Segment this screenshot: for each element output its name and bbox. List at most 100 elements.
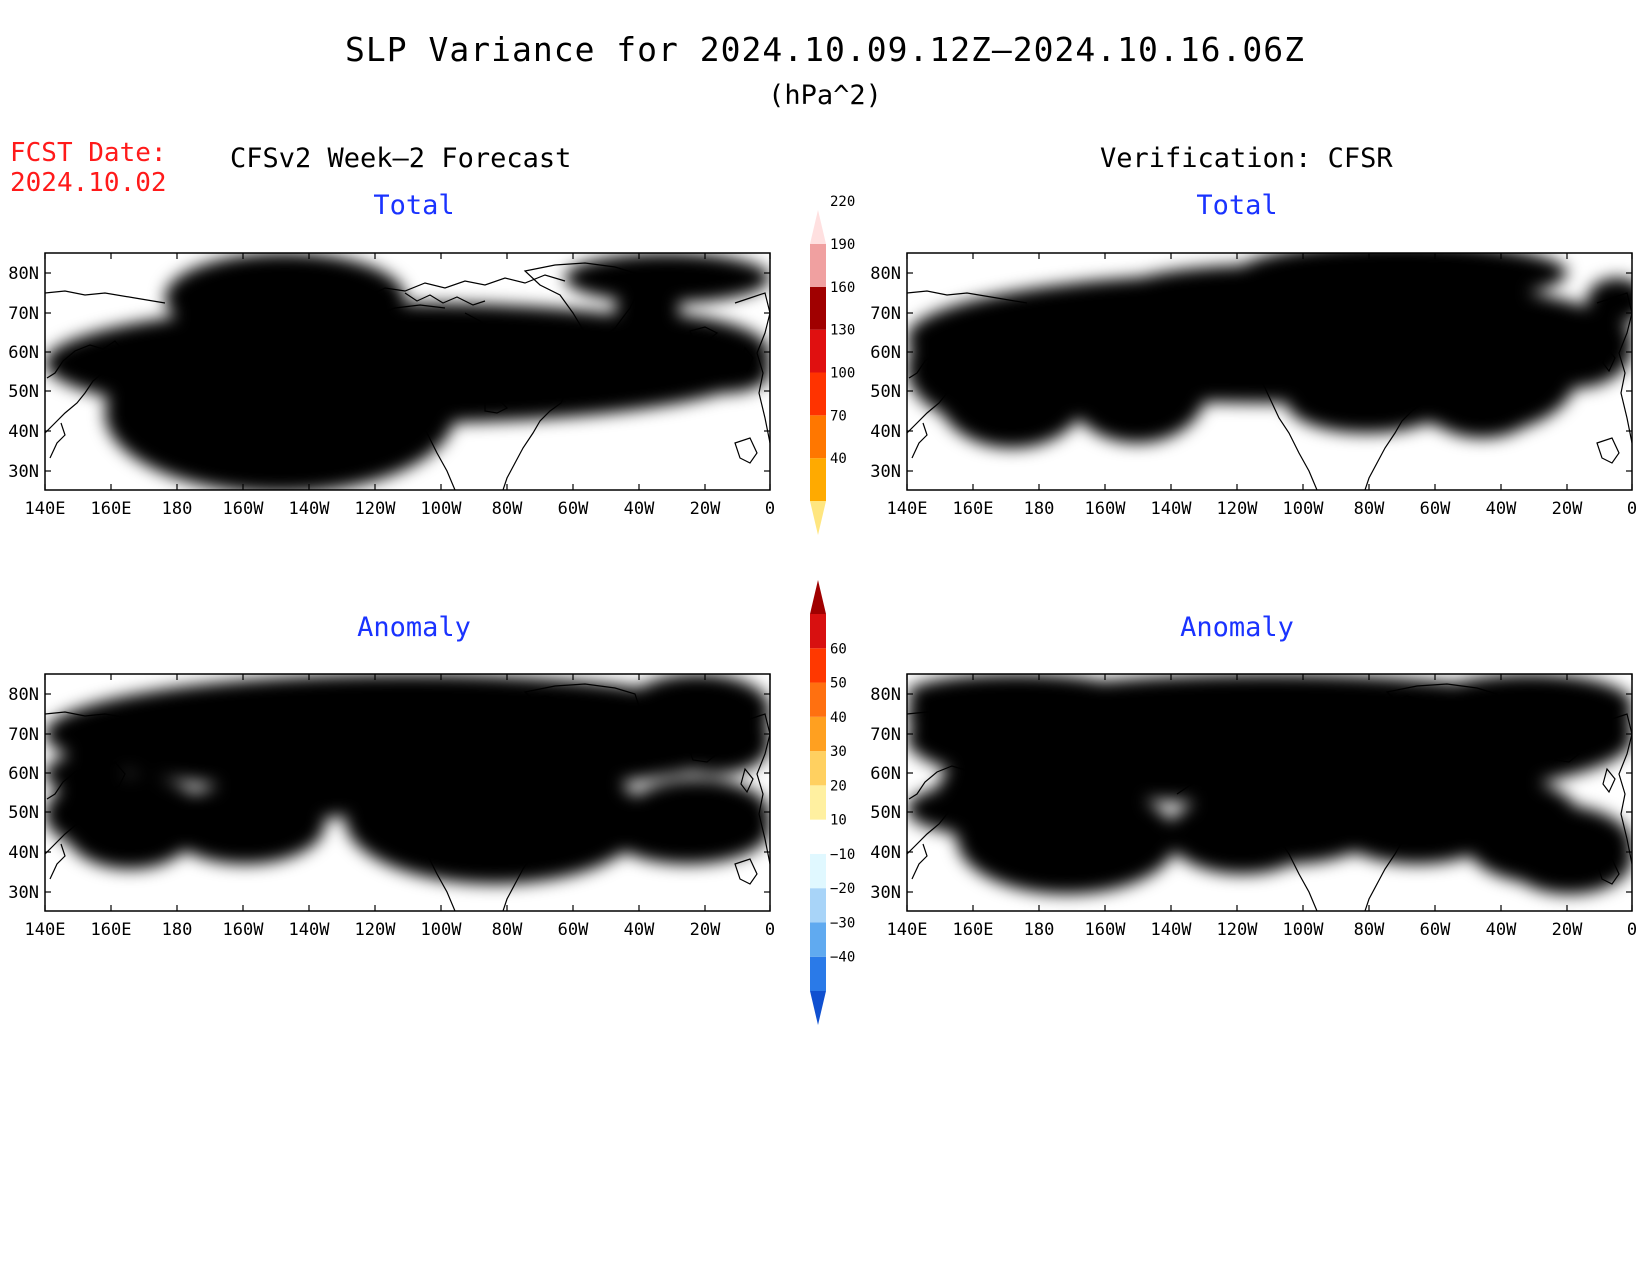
lat-label: 70N xyxy=(870,725,901,745)
field-contour xyxy=(1197,281,1307,316)
lon-label: 20W xyxy=(690,920,721,940)
colorbar-swatch xyxy=(810,819,826,854)
lon-label: 180 xyxy=(162,920,193,940)
colorbar-label: −10 xyxy=(830,847,855,863)
lon-label: 20W xyxy=(1552,499,1583,519)
map-frame xyxy=(44,252,771,491)
shaded-field xyxy=(907,253,1632,490)
fcst-date-label: FCST Date: xyxy=(10,138,167,168)
colorbar-swatch xyxy=(810,286,826,330)
lat-label: 80N xyxy=(870,264,901,284)
lat-label: 70N xyxy=(8,725,39,745)
panel-title-verification-total: Total xyxy=(1196,190,1278,221)
colorbar-swatch xyxy=(810,329,826,373)
colorbar-swatch xyxy=(810,682,826,717)
colorbar-top-arrow xyxy=(810,580,826,614)
field-contour xyxy=(623,295,661,315)
colorbar-swatch xyxy=(810,751,826,786)
lon-label: 160W xyxy=(223,499,265,519)
colorbar-swatch xyxy=(810,956,826,991)
lat-label: 30N xyxy=(8,462,39,482)
lat-label: 50N xyxy=(870,803,901,823)
field-contour xyxy=(942,779,1022,844)
map-frame xyxy=(906,252,1633,491)
lon-label: 20W xyxy=(1552,920,1583,940)
field-contour xyxy=(1109,365,1153,405)
forecast-column-title: CFSv2 Week–2 Forecast xyxy=(230,143,572,174)
shaded-field xyxy=(907,674,1632,911)
colorbar-label: 190 xyxy=(830,237,855,253)
lon-label: 160E xyxy=(91,920,132,940)
lon-label: 120W xyxy=(355,499,397,519)
panel-title-forecast-total: Total xyxy=(373,190,455,221)
lon-label: 160W xyxy=(1085,499,1127,519)
colorbar-label: 70 xyxy=(830,408,847,424)
lon-label: 40W xyxy=(1486,499,1517,519)
colorbar-swatch xyxy=(810,372,826,416)
lat-label: 60N xyxy=(8,764,39,784)
colorbar-swatch xyxy=(810,244,826,287)
lat-label: 60N xyxy=(870,343,901,363)
lon-label: 140E xyxy=(887,499,928,519)
colorbar-label: 50 xyxy=(830,676,847,692)
panel-title-verification-anomaly: Anomaly xyxy=(1180,612,1294,643)
field-contour xyxy=(1597,281,1632,311)
colorbar-label: 40 xyxy=(830,710,847,726)
lat-label: 70N xyxy=(8,304,39,324)
units-label: (hPa^2) xyxy=(768,80,882,111)
field-contour xyxy=(1597,719,1632,744)
colorbar-label: 130 xyxy=(830,323,855,339)
colorbar-swatch xyxy=(810,458,826,501)
field-contour xyxy=(375,328,505,378)
field-contour xyxy=(205,806,230,821)
field-contour xyxy=(75,799,155,854)
field-contour xyxy=(555,348,695,408)
field-contour xyxy=(1177,804,1287,864)
lat-label: 40N xyxy=(8,843,39,863)
colorbar-label: 20 xyxy=(830,778,847,794)
lon-label: 60W xyxy=(558,920,589,940)
lat-label: 50N xyxy=(870,382,901,402)
colorbar-label: −40 xyxy=(830,950,855,966)
lat-label: 80N xyxy=(8,685,39,705)
lon-label: 60W xyxy=(558,499,589,519)
colorbar-swatch xyxy=(810,716,826,752)
lon-label: 40W xyxy=(624,499,655,519)
map-panel-fcst-anom: 80N 70N 60N 50N 40N 30N 140E 160E 180 160W 140W 120… xyxy=(8,673,775,940)
shaded-field xyxy=(45,674,770,911)
lon-label: 140E xyxy=(887,920,928,940)
map-panel-fcst-total: 80N 70N 60N 50N 40N 30N 140E 160E 180 160W 140W 120… xyxy=(8,252,775,519)
lon-label: 160W xyxy=(1085,920,1127,940)
lat-label: 60N xyxy=(870,764,901,784)
lon-label: 40W xyxy=(624,920,655,940)
lat-label: 30N xyxy=(870,462,901,482)
lon-label: 140E xyxy=(25,920,66,940)
lat-label: 40N xyxy=(8,422,39,442)
field-contour xyxy=(665,714,770,774)
shaded-field xyxy=(45,253,770,490)
verification-column-title: Verification: CFSR xyxy=(1100,143,1393,174)
lat-label: 50N xyxy=(8,382,39,402)
lon-label: 180 xyxy=(1024,499,1055,519)
lon-label: 140W xyxy=(1151,499,1193,519)
field-contour xyxy=(245,729,355,799)
lat-label: 40N xyxy=(870,422,901,442)
colorbar-label: 220 xyxy=(830,194,855,210)
map-frame xyxy=(44,673,771,912)
lon-label: 80W xyxy=(492,499,523,519)
field-contour xyxy=(45,762,85,782)
lon-label: 140E xyxy=(25,499,66,519)
colorbar-top-arrow xyxy=(810,210,826,244)
lon-label: 0 xyxy=(1627,499,1637,519)
colorbar-swatch xyxy=(810,415,826,459)
colorbar-swatch xyxy=(810,888,826,923)
colorbar-label: −20 xyxy=(830,881,855,897)
lon-label: 140W xyxy=(289,920,331,940)
field-contour xyxy=(1102,709,1362,764)
lat-label: 50N xyxy=(8,803,39,823)
lon-label: 60W xyxy=(1420,499,1451,519)
lon-label: 160E xyxy=(91,499,132,519)
lon-label: 20W xyxy=(690,499,721,519)
lon-label: 100W xyxy=(1283,920,1325,940)
